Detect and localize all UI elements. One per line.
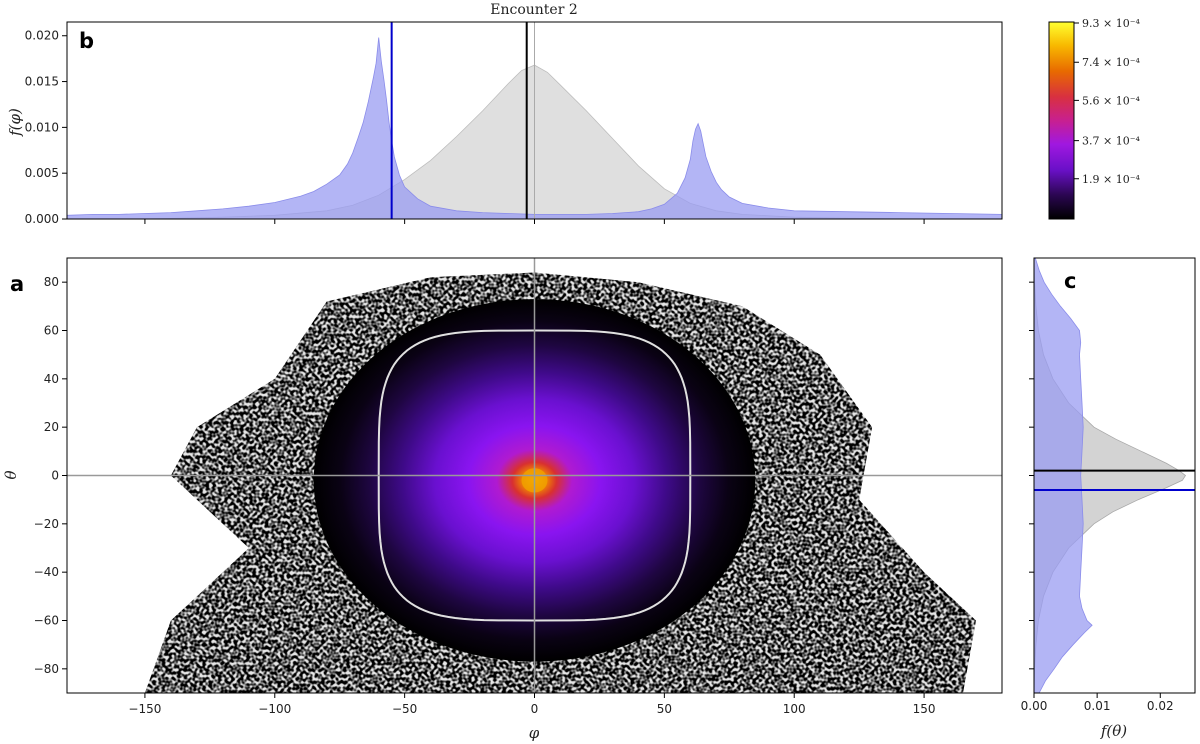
panel-c-y-ticks <box>1029 281 1034 670</box>
panel-a-ytick-label: −20 <box>34 517 59 531</box>
panel-a-xtick-label: 100 <box>783 702 806 716</box>
panel-a-reference-lines <box>67 258 1002 693</box>
colorbar-tick-label: 5.6 × 10⁻⁴ <box>1082 94 1141 107</box>
theta-histogram-blue-series <box>1034 258 1093 693</box>
panel-a-ytick-label: 20 <box>44 420 59 434</box>
panel-a-ytick-label: −40 <box>34 565 59 579</box>
panel-a-letter: a <box>10 272 24 296</box>
panel-a-ylabel: θ <box>2 470 20 479</box>
panel-a-xlabel: φ <box>529 724 540 742</box>
panel-c-xtick-label: 0.01 <box>1084 699 1111 713</box>
panel-a-ytick-label: −80 <box>34 662 59 676</box>
panel-b-x-ticks <box>144 219 925 224</box>
panel-a-xtick-label: −50 <box>392 702 417 716</box>
panel-c-reference-lines <box>1034 469 1195 491</box>
colorbar-bar <box>1048 21 1075 220</box>
colorbar-tick-label: 9.3 × 10⁻⁴ <box>1082 17 1141 30</box>
panel-a-x-ticks: −150 −100 −50 0 50 100 150 <box>128 693 936 716</box>
panel-a-plot-area <box>67 258 1002 693</box>
panel-b-reference-lines <box>390 22 535 219</box>
panel-b-ytick-label: 0.020 <box>25 29 59 43</box>
panel-a-ytick-label: 80 <box>44 275 59 289</box>
panel-c-xtick-label: 0.00 <box>1021 699 1048 713</box>
panel-a-xtick-label: 150 <box>913 702 936 716</box>
colorbar-tick-label: 7.4 × 10⁻⁴ <box>1082 56 1141 69</box>
panel-b-ytick-label: 0.015 <box>25 75 59 89</box>
panel-c-series <box>1034 258 1187 693</box>
panel-c-xlabel: f(θ) <box>1100 722 1127 740</box>
panel-a-y-ticks: −80 −60 −40 −20 0 20 40 60 80 <box>34 275 67 676</box>
chart-title: Encounter 2 <box>490 2 578 18</box>
panel-c-theta-histogram: 0.00 0.01 0.02 c f(θ) <box>1021 257 1196 740</box>
colorbar: 1.9 × 10⁻⁴ 3.7 × 10⁻⁴ 5.6 × 10⁻⁴ 7.4 × 10⁻⁴… <box>1048 17 1141 220</box>
panel-a-xtick-label: 0 <box>531 702 539 716</box>
panel-a-ytick-label: 0 <box>51 469 59 483</box>
panel-c-x-ticks: 0.00 0.01 0.02 <box>1021 693 1174 713</box>
colorbar-ticks: 1.9 × 10⁻⁴ 3.7 × 10⁻⁴ 5.6 × 10⁻⁴ 7.4 × 10⁻⁴… <box>1074 17 1141 186</box>
panel-b-ytick-label: 0.005 <box>25 166 59 180</box>
panel-a-ytick-label: −60 <box>34 614 59 628</box>
colorbar-tick-label: 1.9 × 10⁻⁴ <box>1082 173 1141 186</box>
panel-a-ytick-label: 60 <box>44 324 59 338</box>
panel-b-ytick-label: 0.000 <box>25 212 59 226</box>
colorbar-tick-label: 3.7 × 10⁻⁴ <box>1082 135 1141 148</box>
panel-a-xtick-label: −150 <box>128 702 161 716</box>
panel-c-xtick-label: 0.02 <box>1147 699 1174 713</box>
panel-a-ytick-label: 40 <box>44 372 59 386</box>
panel-b-y-ticks: 0.000 0.005 0.010 0.015 0.020 <box>25 29 67 226</box>
panel-b-letter: b <box>79 29 94 53</box>
panel-b-ylabel: f(φ) <box>6 108 24 137</box>
panel-a-xtick-label: −100 <box>258 702 291 716</box>
panel-b-ytick-label: 0.010 <box>25 120 59 134</box>
panel-a-heatmap: −150 −100 −50 0 50 100 150 −80 −60 −40 −20 0 20 40 60… <box>2 257 1003 742</box>
panel-b-phi-histogram: 0.000 0.005 0.010 0.015 0.020 b f(φ) <box>6 21 1003 226</box>
panel-c-letter: c <box>1064 269 1076 293</box>
phi-histogram-blue-series <box>67 37 1002 219</box>
panel-a-xtick-label: 50 <box>657 702 672 716</box>
